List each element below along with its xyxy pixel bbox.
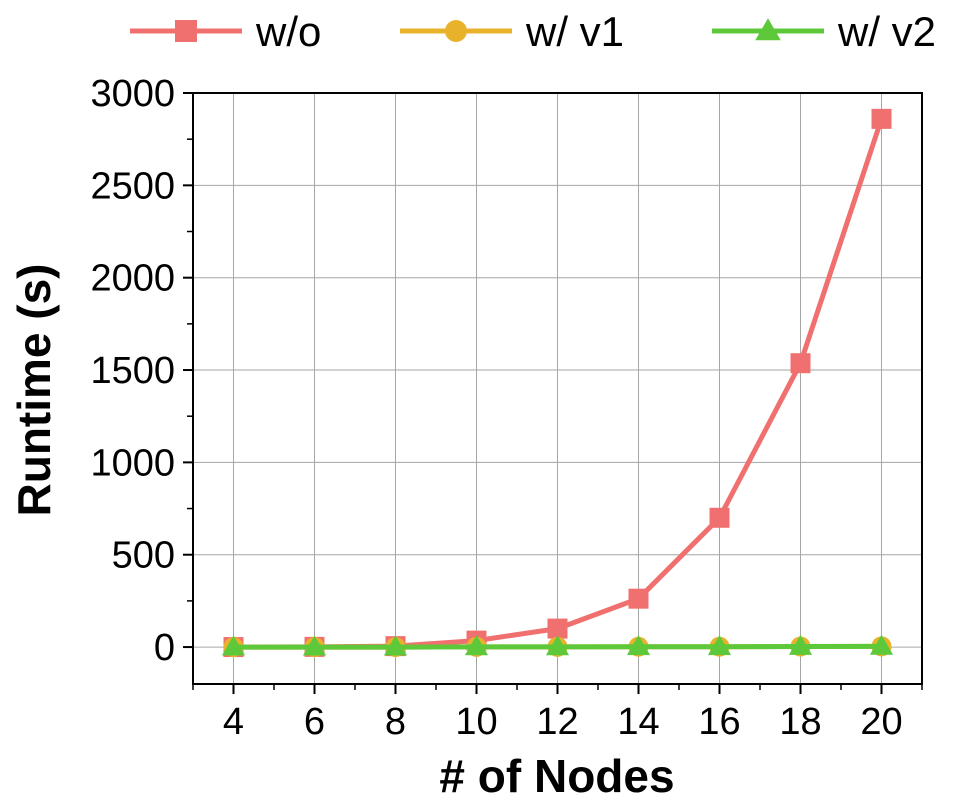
data-point — [545, 635, 570, 656]
y-tick-label: 1000 — [90, 442, 175, 484]
data-point — [788, 634, 813, 655]
x-tick-label: 16 — [698, 701, 740, 743]
x-tick-label: 14 — [617, 701, 659, 743]
series-layer — [221, 108, 894, 658]
axes: 0 500 1000 1500 2000 2500 3000 4 6 8 10 12 14 16 18 20 — [90, 73, 923, 743]
data-point — [221, 635, 246, 656]
x-tick-label: 10 — [455, 701, 497, 743]
legend-label: w/ v1 — [525, 8, 624, 55]
x-tick-label: 12 — [536, 701, 578, 743]
y-axis-title: Runtime (s) — [8, 264, 60, 517]
data-point — [628, 588, 649, 609]
data-point — [869, 634, 894, 655]
y-tick-label: 500 — [112, 535, 175, 577]
grid — [193, 92, 922, 684]
data-point — [790, 353, 811, 374]
legend-item: w/o — [130, 8, 321, 55]
legend-item: w/ v1 — [400, 8, 624, 55]
y-tick-label: 0 — [154, 627, 175, 669]
y-tick-label: 1500 — [90, 350, 175, 392]
data-point — [464, 635, 489, 656]
legend-marker — [175, 20, 197, 42]
data-point — [707, 635, 732, 656]
x-tick-label: 20 — [860, 701, 902, 743]
x-tick-label: 4 — [223, 701, 244, 743]
y-tick-label: 2500 — [90, 165, 175, 207]
y-tick-label: 2000 — [90, 258, 175, 300]
series-2 — [221, 634, 894, 656]
data-point — [547, 618, 568, 639]
data-point — [709, 507, 730, 528]
legend-item: w/ v2 — [712, 8, 936, 55]
legend: w/o w/ v1 w/ v2 — [130, 8, 936, 55]
data-point — [871, 108, 892, 129]
x-tick-label: 6 — [304, 701, 325, 743]
x-axis-title: # of Nodes — [439, 750, 674, 802]
x-tick-label: 8 — [385, 701, 406, 743]
legend-label: w/o — [255, 8, 321, 55]
x-tick-label: 18 — [779, 701, 821, 743]
legend-marker — [445, 20, 467, 42]
data-point — [626, 635, 651, 656]
y-tick-label: 3000 — [90, 73, 175, 115]
data-point — [383, 635, 408, 656]
legend-label: w/ v2 — [837, 8, 936, 55]
legend-marker — [755, 18, 781, 41]
data-point — [302, 635, 327, 656]
